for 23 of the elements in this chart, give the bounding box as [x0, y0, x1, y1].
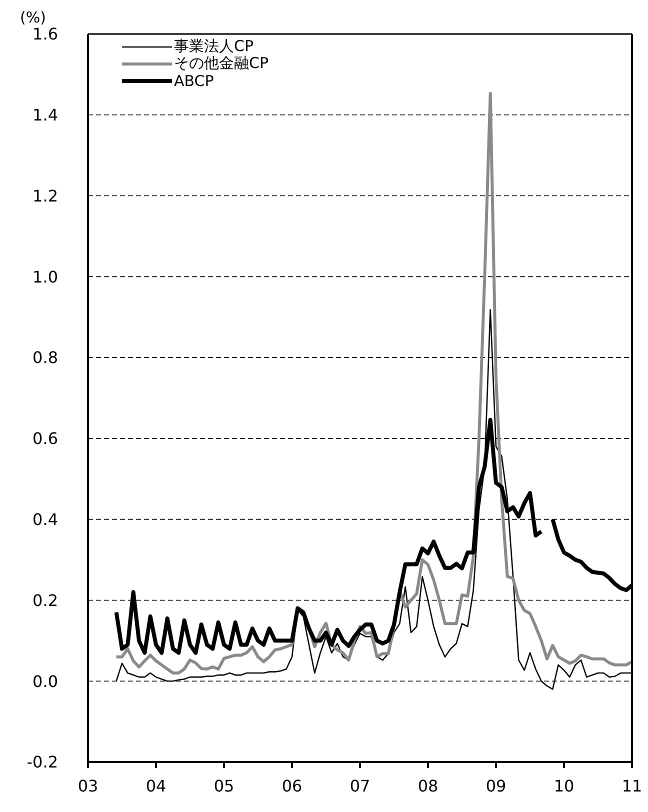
- y-tick-label: 1.4: [32, 106, 58, 125]
- legend-label: その他金融CP: [174, 54, 269, 73]
- x-tick-label: 04: [146, 776, 166, 796]
- y-tick-label: 1.2: [32, 186, 58, 206]
- y-tick-label: 0.2: [32, 590, 58, 610]
- x-tick-label: 10: [554, 776, 574, 796]
- y-tick-label: -0.2: [26, 752, 58, 772]
- x-tick-label: 05: [214, 776, 234, 796]
- y-axis-title: (%): [20, 8, 46, 27]
- y-tick-label: 1.0: [32, 267, 58, 286]
- x-tick-label: 06: [282, 776, 302, 796]
- x-tick-label: 03: [78, 776, 98, 796]
- x-tick-label: 07: [350, 776, 370, 796]
- legend-label: 事業法人CP: [174, 37, 254, 56]
- legend-label: ABCP: [174, 72, 214, 90]
- x-tick-label: 09: [486, 776, 506, 796]
- y-tick-label: 0.6: [32, 429, 58, 448]
- y-tick-label: 0.0: [32, 672, 58, 691]
- y-tick-label: 0.8: [32, 348, 58, 368]
- y-tick-label: 0.4: [32, 510, 58, 530]
- x-tick-label: 08: [418, 776, 438, 796]
- x-tick-label: 11: [622, 776, 642, 796]
- y-tick-label: 1.6: [32, 24, 58, 44]
